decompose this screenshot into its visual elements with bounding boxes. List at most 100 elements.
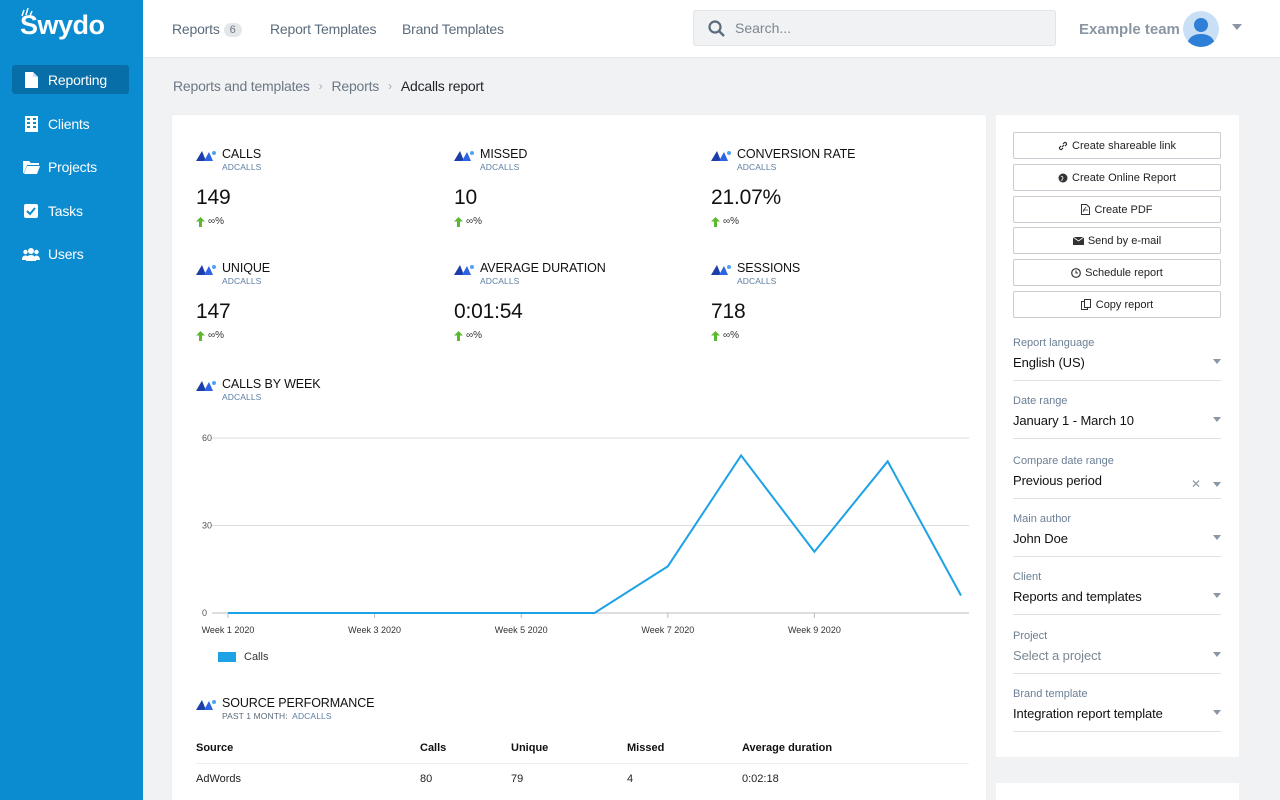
- data-point[interactable]: [812, 550, 816, 554]
- data-point[interactable]: [299, 611, 303, 615]
- arrow-up-icon: [196, 216, 205, 227]
- data-point[interactable]: [739, 454, 743, 458]
- series-line-calls[interactable]: [228, 453, 962, 614]
- chevron-down-icon: [1213, 652, 1221, 657]
- data-point[interactable]: [373, 611, 377, 615]
- search-icon: [708, 19, 725, 37]
- copy-icon: [1080, 299, 1091, 310]
- create-pdf-button[interactable]: Create PDF: [1013, 196, 1221, 223]
- column-header[interactable]: Calls: [420, 742, 447, 754]
- data-point[interactable]: [886, 459, 890, 463]
- field-select[interactable]: English (US): [1013, 355, 1221, 381]
- metric-value: 21.07%: [711, 186, 782, 209]
- button-label: Send by e-mail: [1087, 234, 1162, 247]
- adcalls-logo-icon: [711, 265, 731, 275]
- metric-delta: ∞%: [711, 216, 951, 227]
- column-header[interactable]: Source: [196, 742, 234, 754]
- field-value: John Doe: [1013, 531, 1068, 546]
- sidebar-item-users[interactable]: Users: [12, 239, 129, 268]
- setting-field: Date range January 1 - March 10: [1013, 395, 1221, 439]
- create-shareable-link-button[interactable]: Create shareable link: [1013, 132, 1221, 159]
- clear-icon[interactable]: ✕: [1191, 477, 1201, 491]
- metric-title: UNIQUE: [222, 261, 271, 275]
- sidebar-item-reporting[interactable]: Reporting: [12, 65, 129, 94]
- table-cell: 79: [511, 763, 627, 794]
- y-tick-label: 30: [202, 521, 212, 531]
- metric-source: ADCALLS: [480, 162, 520, 172]
- breadcrumb-current: Adcalls report: [400, 78, 484, 94]
- field-select[interactable]: January 1 - March 10: [1013, 413, 1221, 439]
- tab-report-templates[interactable]: Report Templates: [270, 21, 376, 37]
- metric-title: CONVERSION RATE: [737, 147, 856, 161]
- column-header[interactable]: Unique: [511, 742, 549, 754]
- data-point[interactable]: [593, 611, 597, 615]
- breadcrumb-item[interactable]: Reports and templates: [173, 78, 310, 94]
- field-select[interactable]: Previous period ✕: [1013, 473, 1221, 499]
- field-controls: [1213, 710, 1221, 715]
- arrow-up-icon: [454, 330, 463, 341]
- logo[interactable]: Swydo: [20, 7, 105, 41]
- adcalls-logo-icon: [711, 151, 731, 161]
- sidebar-item-projects[interactable]: Projects: [12, 152, 129, 181]
- report-settings-panel: Create shareable link Create Online Repo…: [996, 115, 1239, 757]
- team-name[interactable]: Example team: [1079, 21, 1180, 38]
- avatar[interactable]: [1183, 11, 1219, 47]
- copy-report-button[interactable]: Copy report: [1013, 291, 1221, 318]
- field-select[interactable]: John Doe: [1013, 531, 1221, 557]
- metric-delta-value: ∞%: [723, 330, 740, 341]
- field-select[interactable]: Reports and templates: [1013, 589, 1221, 615]
- tab-label: Report Templates: [270, 21, 377, 37]
- legend-swatch: [218, 652, 236, 662]
- metric-source: ADCALLS: [480, 276, 520, 286]
- data-point[interactable]: [666, 564, 670, 568]
- field-label: Compare date range: [1013, 455, 1114, 467]
- sidebar-item-clients[interactable]: Clients: [12, 109, 129, 138]
- metric-card: SESSIONS ADCALLS 718 ∞%: [711, 261, 951, 341]
- setting-field: Report language English (US): [1013, 337, 1221, 381]
- create-online-report-button[interactable]: Create Online Report: [1013, 164, 1221, 191]
- adcalls-logo-icon: [454, 151, 474, 161]
- button-label: Schedule report: [1085, 266, 1163, 279]
- table-cell: AdWords: [196, 763, 420, 794]
- chevron-down-icon[interactable]: [1232, 24, 1242, 30]
- calls-by-week-chart: 0 30 60 Week 1 2020 Week 3 2020 Week 5 2020 We…: [202, 433, 969, 635]
- field-controls: ✕: [1191, 477, 1221, 491]
- metric-delta: ∞%: [711, 330, 951, 341]
- metric-value: 10: [454, 186, 477, 209]
- send-by-email-button[interactable]: Send by e-mail: [1013, 227, 1221, 254]
- field-select[interactable]: Integration report template: [1013, 706, 1221, 732]
- breadcrumb-item[interactable]: Reports: [331, 78, 380, 94]
- tab-reports[interactable]: Reports 6: [172, 21, 242, 37]
- field-label: Date range: [1013, 395, 1068, 407]
- sidebar-item-tasks[interactable]: Tasks: [12, 196, 129, 225]
- data-point[interactable]: [446, 611, 450, 615]
- data-point[interactable]: [519, 611, 523, 615]
- column-header[interactable]: Missed: [627, 742, 665, 754]
- top-bar: Reports 6 Report Templates Brand Template…: [143, 0, 1280, 58]
- data-point[interactable]: [226, 611, 230, 615]
- pdf-icon: [1081, 204, 1091, 215]
- user-avatar-icon: [1187, 18, 1215, 47]
- tab-brand-templates[interactable]: Brand Templates: [402, 21, 504, 37]
- column-header[interactable]: Average duration: [742, 742, 833, 754]
- report-panel: CALLS ADCALLS 149 ∞% MISSED ADCALLS 10 ∞% CONVER…: [172, 115, 986, 800]
- link-icon: [1058, 141, 1068, 150]
- data-point[interactable]: [959, 594, 963, 598]
- arrow-up-icon: [454, 216, 463, 227]
- globe-icon: [1058, 173, 1068, 182]
- search-input[interactable]: [735, 20, 1035, 36]
- metric-delta: ∞%: [196, 330, 436, 341]
- chevron-down-icon: [1213, 417, 1221, 422]
- metric-delta-value: ∞%: [208, 330, 225, 341]
- metric-delta: ∞%: [454, 330, 694, 341]
- field-select[interactable]: Select a project: [1013, 648, 1221, 674]
- metric-source: ADCALLS: [222, 276, 262, 286]
- schedule-report-button[interactable]: Schedule report: [1013, 259, 1221, 286]
- button-label: Copy report: [1095, 298, 1154, 311]
- chart-legend[interactable]: Calls: [218, 651, 268, 663]
- field-controls: [1213, 417, 1221, 422]
- search-box[interactable]: [693, 10, 1056, 46]
- sidebar: Swydo Reporting Clients Projects Tasks U…: [0, 0, 143, 800]
- users-icon: [22, 246, 40, 262]
- metric-card: CONVERSION RATE ADCALLS 21.07% ∞%: [711, 147, 951, 227]
